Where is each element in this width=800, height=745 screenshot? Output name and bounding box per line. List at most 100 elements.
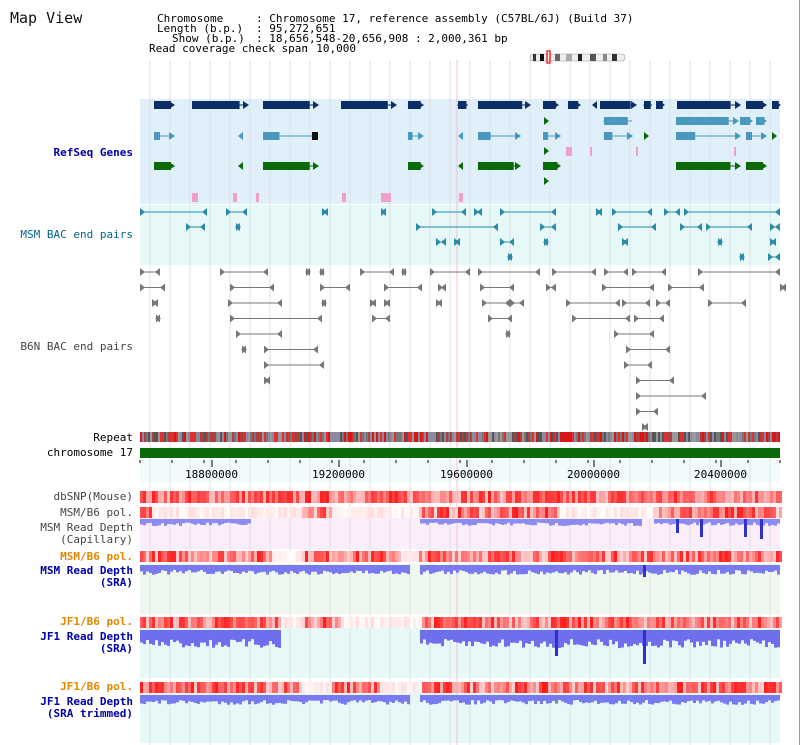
heat-cell [662,617,665,628]
pink-marker [256,193,259,202]
gene-arrow [735,132,741,140]
depth-bar [453,630,456,642]
track-label-dbsnp[interactable]: dbSNP(Mouse) [53,490,133,503]
bac-pair-end [305,268,310,276]
heat-cell [683,491,686,503]
repeat-segment [664,432,666,442]
bac-pair-end [507,253,512,261]
heat-cell [512,551,515,562]
heat-cell [593,491,596,503]
heat-cell [401,617,404,628]
heat-cell [338,617,341,628]
track-label-jf1-depth-sra[interactable]: JF1 Read Depth (SRA) [40,631,133,655]
track-label-repeat[interactable]: Repeat [93,431,133,444]
depth-bar [281,695,284,704]
heat-cell [734,617,737,628]
heat-cell [497,491,500,503]
repeat-segment [348,432,350,442]
gene-arrow [644,132,649,140]
heat-cell [653,682,656,693]
depth-bar [152,565,155,575]
track-label-b6n-bac[interactable]: B6N BAC end pairs [20,340,133,353]
heat-cell [353,682,356,693]
depth-bar [495,695,498,701]
heat-cell [611,491,614,503]
track-label-chromosome[interactable]: chromosome 17 [46,446,133,459]
heat-cell [209,617,212,628]
heat-cell [662,507,665,518]
heat-cell [311,682,314,693]
depth-bar [591,695,594,703]
repeat-segment [582,432,584,442]
heat-cell [773,551,776,562]
depth-bar [218,630,221,643]
depth-bar [498,519,501,524]
bac-pair-end [477,208,482,216]
depth-bar [621,565,624,573]
heat-cell [560,507,563,518]
gene-arrow [243,101,249,109]
track-label-jf1-b6-pol-1[interactable]: JF1/B6 pol. [60,615,133,628]
bac-pair-end [461,208,466,216]
repeat-segment [456,432,458,442]
depth-bar [486,519,489,524]
repeat-segment [144,432,146,442]
repeat-segment [428,432,430,442]
heat-cell [359,507,362,518]
depth-bar [636,519,639,526]
repeat-segment [190,432,192,442]
track-label-msm-depth-capillary[interactable]: MSM Read Depth (Capillary) [40,522,133,546]
depth-bar [759,565,762,574]
heat-cell [701,682,704,693]
bac-pair-end [417,283,422,292]
heat-cell [224,491,227,503]
heat-cell [392,491,395,503]
depth-bar [233,630,236,641]
heat-cell [680,617,683,628]
depth-bar [627,519,630,524]
depth-bar [657,695,660,704]
depth-bar [371,565,374,574]
heat-cell [227,491,230,503]
heat-cell [446,617,449,628]
depth-bar [489,565,492,575]
heat-cell [536,682,539,693]
repeat-segment [646,432,648,442]
heat-cell [611,507,614,518]
depth-bar [666,695,669,702]
heat-cell [341,617,344,628]
track-label-jf1-depth-trimmed[interactable]: JF1 Read Depth (SRA trimmed) [40,696,133,720]
track-label-msm-b6-pol-2[interactable]: MSM/B6 pol. [60,550,133,563]
heat-cell [197,507,200,518]
depth-bar [633,695,636,705]
repeat-segment [288,432,290,442]
repeat-segment [344,432,346,442]
bac-pair-end [269,283,274,292]
heat-cell [395,682,398,693]
heat-cell [683,617,686,628]
repeat-segment [230,432,232,442]
track-label-msm-bac[interactable]: MSM BAC end pairs [20,228,133,241]
heat-cell [362,551,365,562]
repeat-segment [254,432,256,442]
repeat-segment [372,432,374,442]
heat-cell [341,491,344,503]
heat-cell [335,491,338,503]
track-label-msm-b6-pol-1[interactable]: MSM/B6 pol. [60,506,133,519]
repeat-segment [444,432,446,442]
bac-pair-end [647,361,652,369]
depth-bar [645,695,648,701]
heat-cell [689,507,692,518]
track-label-jf1-b6-pol-2[interactable]: JF1/B6 pol. [60,680,133,693]
depth-bar [188,565,191,571]
depth-bar [540,630,543,644]
heat-cell [218,617,221,628]
repeat-segment [586,432,588,442]
track-label-refseq[interactable]: RefSeq Genes [53,146,133,159]
heat-cell [560,491,563,503]
depth-bar [395,695,398,701]
track-label-msm-depth-sra[interactable]: MSM Read Depth (SRA) [40,565,133,589]
depth-bar [450,519,453,524]
depth-bar [486,630,489,642]
depth-bar [492,519,495,526]
